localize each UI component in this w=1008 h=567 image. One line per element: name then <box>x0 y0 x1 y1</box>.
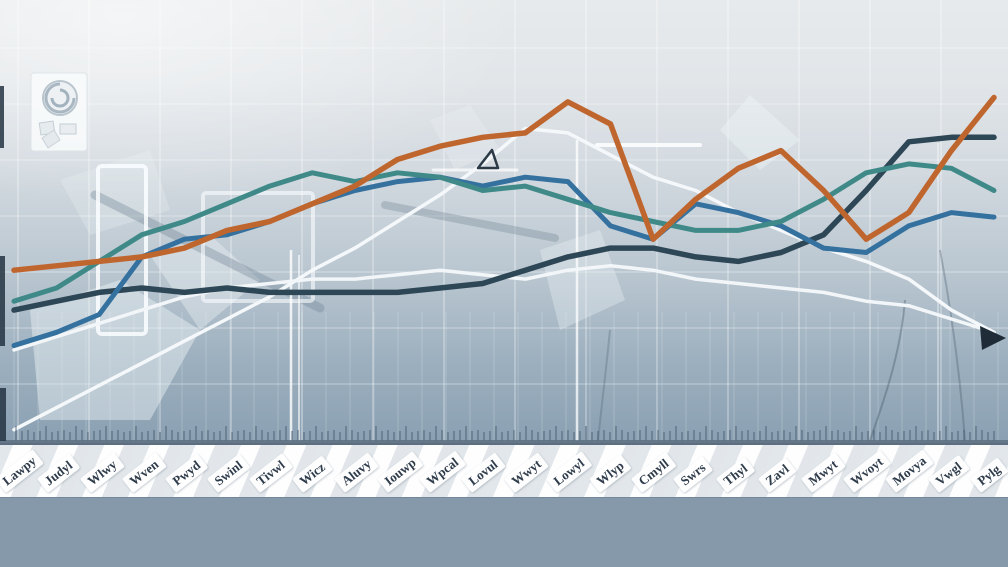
x-axis-tick-label: Wlwy <box>79 452 125 493</box>
x-axis-tick-label: Judyl <box>37 453 81 493</box>
x-axis-tick-label: Wwyt <box>503 452 549 493</box>
x-axis-tick-label: Lovul <box>461 452 506 493</box>
x-axis-tick-label: Wpcal <box>418 450 467 493</box>
x-axis-tick-label: Iouwp <box>376 450 424 493</box>
x-axis-tick-label: Aluvy <box>334 452 380 493</box>
x-axis-tick-label: Movya <box>885 449 935 493</box>
swirl-logo-icon <box>30 72 88 152</box>
x-axis-tick-label: Cmyll <box>630 451 677 493</box>
x-axis-tick-label: Wvoyt <box>842 449 891 493</box>
x-axis-tick-label: Wicz <box>291 455 333 493</box>
x-axis-tick-label: Pylg <box>970 457 1008 493</box>
x-axis-tick-label: Wven <box>122 452 167 493</box>
x-axis-tick-label: Mwyt <box>800 452 846 493</box>
x-axis-tick-label: Tivwl <box>249 453 294 493</box>
x-axis-title-bar: Frours <box>0 497 1008 567</box>
x-axis-tick-label: Vwgl <box>927 454 970 493</box>
x-axis-tick-label: Lawpy <box>0 449 45 493</box>
logo-mark <box>30 72 88 152</box>
x-axis-tick-label: Zavl <box>758 457 798 493</box>
x-axis-tick-label: Lowyl <box>546 451 593 493</box>
x-axis-label-strip: Lawpy Judyl Wlwy Wven Pwyd Swinl Tivwl Wicz Aluv… <box>0 443 1008 497</box>
x-axis-tick-label: Wlyp <box>588 453 632 493</box>
x-axis-tick-label: Swrs <box>673 455 714 493</box>
x-axis-tick-label: Pwyd <box>164 453 208 493</box>
chart-plot-area <box>0 0 1008 443</box>
x-axis-tick-label: Swinl <box>206 453 251 493</box>
line-chart-canvas <box>0 0 1008 443</box>
x-axis-tick-label: Thyl <box>715 456 756 493</box>
